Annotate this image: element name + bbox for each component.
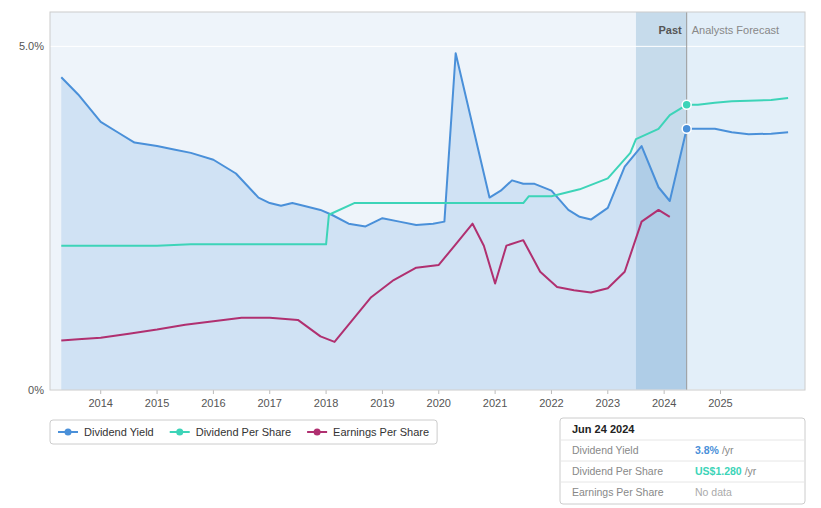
legend-item: Dividend Per Share bbox=[170, 426, 291, 438]
tooltip-value: No data bbox=[695, 486, 732, 498]
x-tick bbox=[382, 390, 383, 394]
legend-label: Dividend Per Share bbox=[196, 426, 291, 438]
x-tick bbox=[326, 390, 327, 394]
legend-label: Dividend Yield bbox=[84, 426, 154, 438]
tooltip-unit: /yr bbox=[722, 444, 734, 456]
x-tick-label: 2017 bbox=[257, 397, 281, 409]
x-tick-label: 2023 bbox=[596, 397, 620, 409]
forecast-region bbox=[687, 12, 805, 390]
x-tick bbox=[100, 390, 101, 394]
legend-frame bbox=[50, 420, 437, 444]
tooltip-divider bbox=[561, 461, 804, 462]
x-tick-label: 2019 bbox=[370, 397, 394, 409]
legend: Dividend Yield Dividend Per Share Earnings… bbox=[50, 420, 437, 444]
series-line bbox=[61, 210, 670, 342]
tooltip-label: Earnings Per Share bbox=[572, 486, 664, 498]
yield-area bbox=[61, 53, 686, 390]
x-tick bbox=[495, 390, 496, 394]
chart: 0% 5.0% 2014 2015 2016 2017 2018 2019 2020 2021 20… bbox=[0, 0, 821, 508]
tooltip: Jun 24 2024Dividend Yield3.8%/yrDividend… bbox=[560, 418, 805, 504]
current-markers bbox=[682, 100, 691, 133]
x-tick bbox=[157, 390, 158, 394]
x-tick bbox=[664, 390, 665, 394]
x-tick-label: 2018 bbox=[314, 397, 338, 409]
x-tick bbox=[720, 390, 721, 394]
y-tick-label: 0% bbox=[28, 384, 44, 396]
x-tick-label: 2022 bbox=[539, 397, 563, 409]
lines bbox=[61, 53, 788, 342]
x-tick-label: 2015 bbox=[145, 397, 169, 409]
x-tick-label: 2024 bbox=[652, 397, 676, 409]
legend-item: Dividend Yield bbox=[58, 426, 154, 438]
tooltip-divider bbox=[561, 482, 804, 483]
tooltip-label: Dividend Per Share bbox=[572, 465, 663, 477]
series-line bbox=[61, 53, 788, 226]
tooltip-label: Dividend Yield bbox=[572, 444, 639, 456]
tooltip-divider bbox=[561, 440, 804, 441]
plot-background bbox=[50, 12, 805, 390]
area-group bbox=[61, 53, 686, 390]
x-tick-label: 2014 bbox=[88, 397, 112, 409]
tooltip-value: 3.8% bbox=[695, 444, 720, 456]
legend-swatch-marker bbox=[314, 429, 321, 436]
divider-line bbox=[686, 12, 687, 390]
annotation: Analysts Forecast bbox=[692, 24, 779, 36]
x-tick bbox=[551, 390, 552, 394]
x-tick bbox=[269, 390, 270, 394]
tooltip-frame bbox=[560, 418, 805, 504]
legend-item: Earnings Per Share bbox=[307, 426, 429, 438]
x-tick bbox=[213, 390, 214, 394]
x-tick bbox=[438, 390, 439, 394]
legend-swatch-marker bbox=[65, 429, 72, 436]
x-tick-label: 2016 bbox=[201, 397, 225, 409]
x-tick-label: 2021 bbox=[483, 397, 507, 409]
current-marker bbox=[682, 124, 691, 133]
annotation: Past bbox=[658, 24, 682, 36]
tooltip-title: Jun 24 2024 bbox=[572, 423, 635, 435]
tooltip-unit: /yr bbox=[745, 465, 757, 477]
x-tick-label: 2025 bbox=[708, 397, 732, 409]
x-tick bbox=[607, 390, 608, 394]
series-line bbox=[61, 98, 788, 246]
current-marker bbox=[682, 100, 691, 109]
plot-frame bbox=[50, 12, 805, 390]
grid-line bbox=[50, 46, 805, 47]
y-tick-label: 5.0% bbox=[19, 40, 44, 52]
x-tick-label: 2020 bbox=[427, 397, 451, 409]
legend-label: Earnings Per Share bbox=[333, 426, 429, 438]
legend-swatch-marker bbox=[176, 429, 183, 436]
tooltip-value: US$1.280 bbox=[695, 465, 742, 477]
